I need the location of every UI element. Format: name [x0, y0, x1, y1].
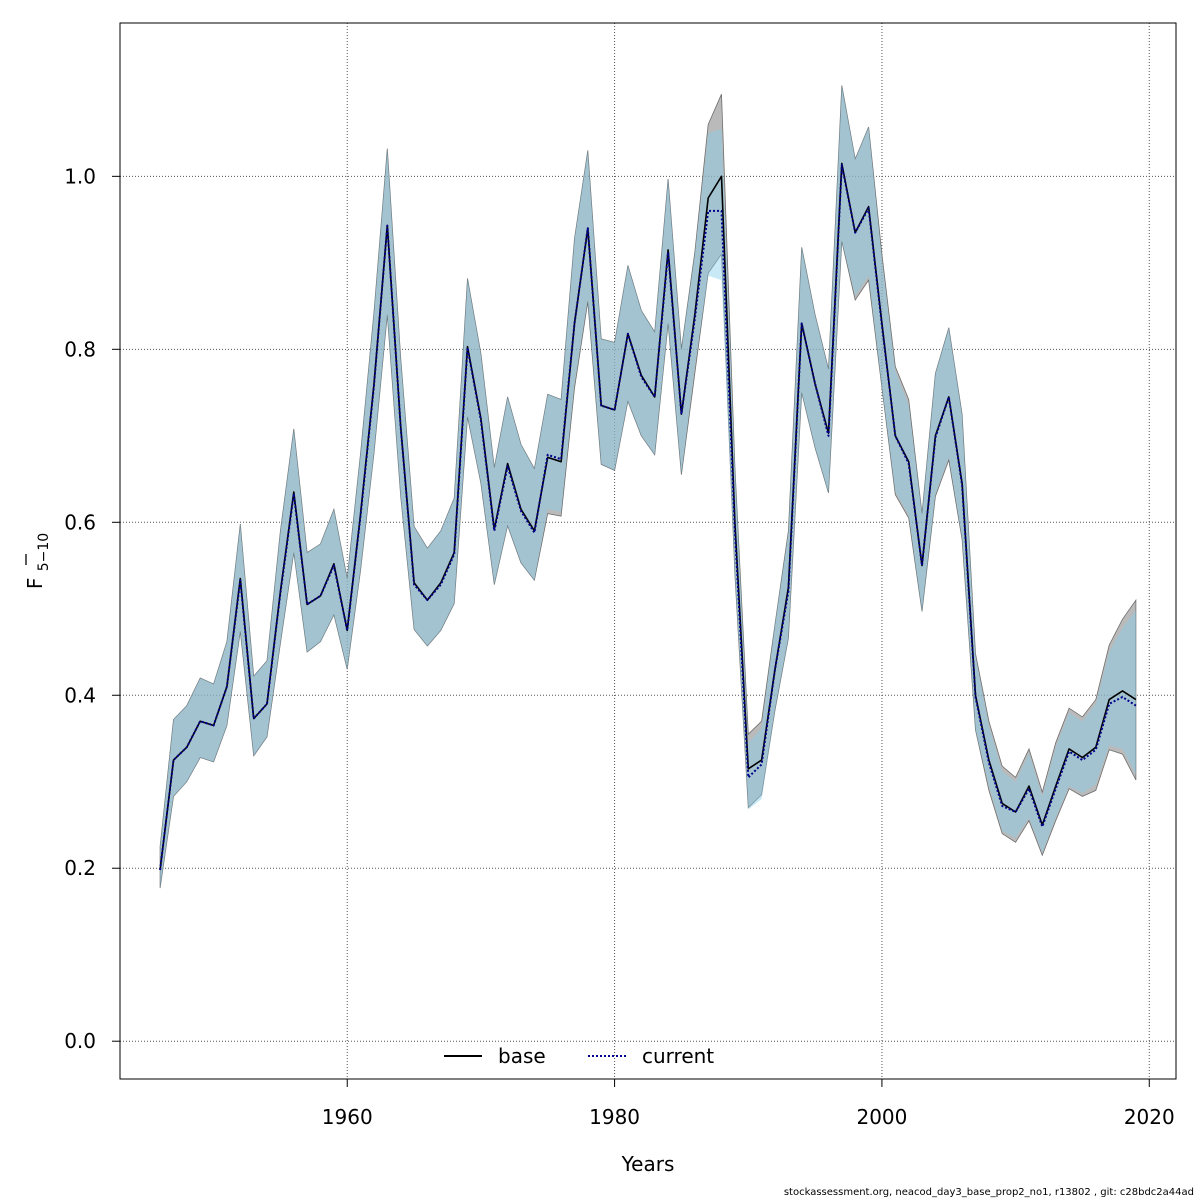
x-tick-label: 2020 [1124, 1105, 1175, 1129]
current-confidence-band [160, 85, 1136, 889]
y-tick-label: 1.0 [64, 164, 96, 188]
footer-caption: stockassessment.org, neacod_day3_base_pr… [783, 1187, 1194, 1198]
legend: base current [444, 1044, 714, 1068]
y-axis-title: F 5−10 [23, 533, 52, 589]
base-confidence-band [159, 85, 1137, 889]
y-tick-label: 0.4 [64, 683, 96, 707]
y-axis-title-subscript: 5−10 [36, 533, 52, 571]
series-lines [159, 162, 1137, 871]
x-axis-title: Years [621, 1152, 675, 1176]
axis-ticks: 1960 1980 2000 2020 0.0 0.2 0.4 0.6 0.8 1.0 [64, 164, 1175, 1129]
legend-label-base: base [498, 1044, 546, 1068]
x-tick-label: 2000 [856, 1105, 907, 1129]
svg-text:F 5−10: F 5−10 [23, 533, 52, 589]
plot-frame [119, 22, 1177, 1080]
x-tick-label: 1960 [322, 1105, 373, 1129]
y-tick-label: 0.8 [64, 337, 96, 361]
y-axis-title-main: F [23, 578, 47, 590]
y-tick-label: 0.2 [64, 856, 96, 880]
y-tick-label: 0.0 [64, 1029, 96, 1053]
x-tick-label: 1980 [589, 1105, 640, 1129]
y-tick-label: 0.6 [64, 510, 96, 534]
legend-label-current: current [642, 1044, 714, 1068]
current-series-line [159, 164, 1137, 871]
confidence-bands [159, 85, 1137, 889]
